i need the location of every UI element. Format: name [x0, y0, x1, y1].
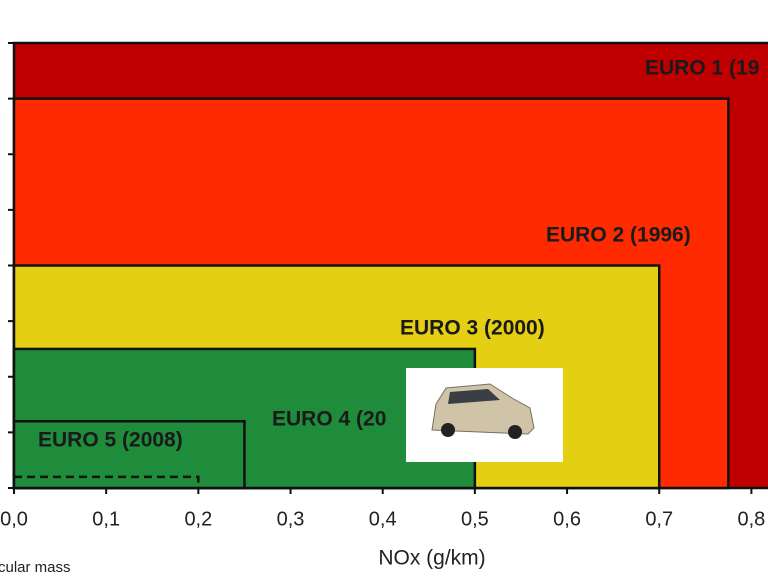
x-tick-label: 0,4: [369, 508, 397, 530]
y-axis-label: cular mass: [0, 559, 71, 576]
car-wheel: [441, 423, 455, 437]
x-tick-label: 0,7: [645, 508, 673, 530]
series-label: EURO 2 (1996): [546, 224, 691, 247]
series-label: EURO 5 (2008): [38, 429, 183, 452]
x-tick-label: 0,5: [461, 508, 489, 530]
x-tick-label: 0,8: [738, 508, 766, 530]
car-photo: [406, 368, 563, 462]
car-window: [448, 389, 500, 404]
series-label: EURO 4 (20: [272, 408, 386, 431]
car-wheel: [508, 425, 522, 439]
x-tick-label: 0,2: [184, 508, 212, 530]
dashed-limit: [14, 475, 200, 488]
x-axis-label: NOx (g/km): [378, 547, 485, 570]
series-label: EURO 3 (2000): [400, 317, 545, 340]
x-tick-label: 0,1: [92, 508, 120, 530]
x-tick-label: 0,3: [277, 508, 305, 530]
x-tick-label: 0,0: [0, 508, 28, 530]
series-label: EURO 1 (19: [645, 57, 759, 80]
x-tick-label: 0,6: [553, 508, 581, 530]
